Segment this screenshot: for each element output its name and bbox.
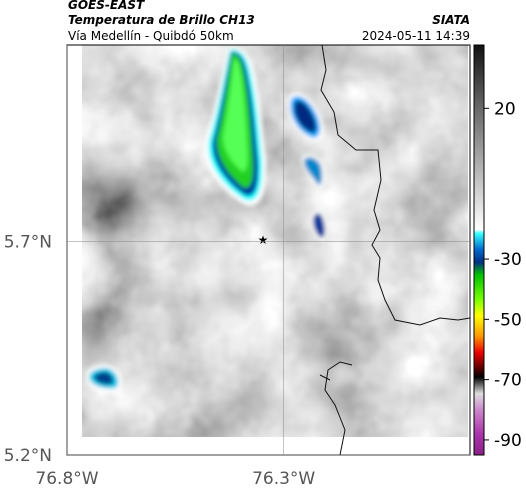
- colorbar-label: -90: [494, 431, 522, 451]
- colorbar-label: -70: [494, 371, 522, 391]
- source: GOES-EAST: [68, 0, 145, 12]
- x-tick-label: 76.8°W: [35, 469, 98, 489]
- y-tick-label: 5.2°N: [4, 446, 52, 466]
- x-tick-label: 76.3°W: [252, 469, 315, 489]
- colorbar-label: -30: [494, 250, 522, 270]
- subtitle: Vía Medellín - Quibdó 50km: [68, 29, 234, 43]
- axes: 76.8°W 76.3°W 5.7°N 5.2°N 20 -30 -50 -70 -90: [4, 45, 522, 489]
- credit: SIATA: [432, 13, 470, 27]
- colorbar-label: -50: [494, 310, 522, 330]
- timestamp: 2024-05-11 14:39: [362, 29, 470, 43]
- y-tick-label: 5.7°N: [4, 232, 52, 252]
- imagery: ★: [67, 45, 470, 455]
- location-marker: ★: [258, 233, 269, 247]
- colorbar-label: 20: [494, 99, 516, 119]
- colorbar: [473, 44, 485, 456]
- product: Temperatura de Brillo CH13: [68, 13, 255, 27]
